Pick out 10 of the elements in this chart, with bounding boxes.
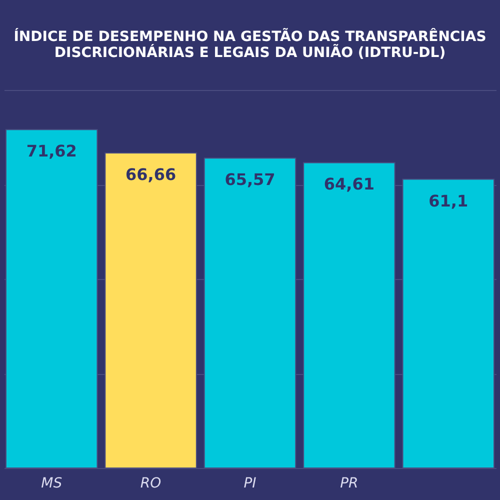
x-tick-label: MS [41,476,62,492]
x-tick-label: PR [340,476,358,492]
chart-title: ÍNDICE DE DESEMPENHO NA GESTÃO DAS TRANSPARÊNCIAS DISCRICIONÁRIAS E LEGAIS DA UNIÃO (IDTRU-DL) [14,27,486,61]
data-label: 61,1 [428,191,468,210]
data-label: 71,62 [26,142,77,161]
x-tick-label: RO [140,476,162,492]
data-label: 64,61 [324,174,374,194]
data-label: 65,57 [224,170,276,190]
data-label: 66,66 [126,165,176,184]
x-tick-label: PI [244,476,256,492]
